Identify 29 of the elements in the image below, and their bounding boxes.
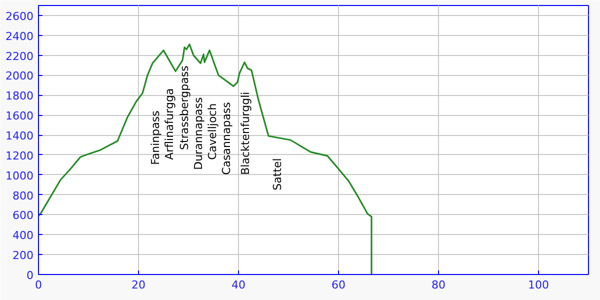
y-tick-label: 2600	[6, 10, 34, 23]
y-tick-label: 1200	[6, 149, 34, 162]
y-tick-label: 2200	[6, 50, 34, 63]
y-tick-label: 0	[26, 269, 34, 282]
y-tick-label: 1000	[6, 169, 34, 182]
annotation: Casannapass	[220, 102, 233, 175]
annotation: Strassbergpass	[178, 65, 191, 150]
line-series	[38, 44, 372, 274]
y-tick-label: 2400	[6, 30, 34, 43]
annotation: Sattel	[271, 158, 284, 190]
x-tick-label: 60	[332, 278, 346, 292]
y-tick-label: 600	[12, 209, 34, 222]
x-tick-label: 0	[35, 278, 42, 292]
y-tick-label: 400	[12, 229, 34, 242]
annotation: Faninpass	[149, 110, 162, 165]
y-tick-label: 1400	[6, 130, 34, 143]
y-tick-label: 200	[12, 249, 34, 262]
y-tick-label: 1600	[6, 110, 34, 123]
annotation: Arflinafurgga	[163, 88, 176, 160]
x-tick-label: 40	[232, 278, 246, 292]
y-tick-label: 800	[12, 189, 34, 202]
annotation: Blacktenfurggli	[239, 92, 252, 175]
x-tick-label: 80	[432, 278, 446, 292]
x-tick-label: 100	[528, 278, 549, 292]
y-tick-label: 2000	[6, 70, 34, 83]
annotation: Durannapass	[192, 97, 205, 170]
x-tick-label: 20	[132, 278, 146, 292]
annotation: Cavelljoch	[206, 103, 219, 160]
y-tick-label: 1800	[6, 90, 34, 103]
